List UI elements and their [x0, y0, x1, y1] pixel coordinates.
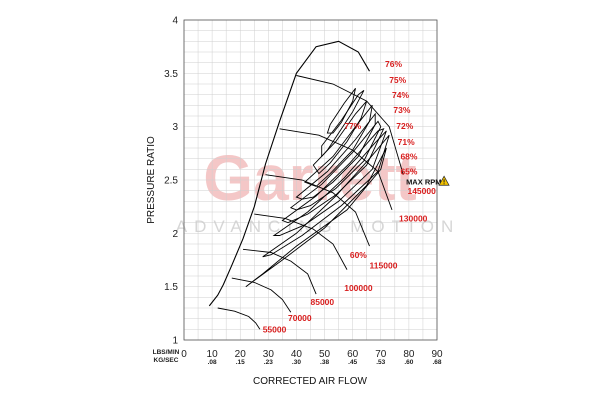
efficiency-island-65: [262, 134, 390, 258]
efficiency-island-76: [321, 90, 365, 158]
y-tick-label: 2: [172, 229, 178, 240]
annotation-label: MAX RPM: [406, 177, 441, 186]
annotation-label: 85000: [311, 297, 335, 307]
annotation-label: 65%: [400, 167, 417, 177]
annotation-label: 74%: [392, 90, 409, 100]
x-tick-label-secondary: .68: [432, 359, 441, 366]
warning-triangle-mark: [443, 179, 445, 183]
annotation-label: 145000: [407, 186, 436, 196]
speed-line-55000: [217, 307, 261, 330]
x-tick-labels: 0 10 20 30 40 50 60 70 80 90 .08 .15 .23 .30 .38 .45 .53…: [181, 349, 443, 366]
annotation-label: 71%: [398, 137, 415, 147]
annotation-label: 100000: [344, 283, 373, 293]
y-tick-label: 1.5: [164, 282, 178, 293]
plot-border: [183, 19, 438, 341]
x-tick-label: 20: [235, 349, 247, 360]
x-tick-label: 0: [181, 349, 187, 360]
annotation-label: 73%: [393, 105, 410, 115]
annotation-label: 115000: [370, 261, 398, 271]
x-tick-label-secondary: .45: [348, 359, 357, 366]
efficiency-island-77: [326, 88, 356, 134]
x-tick-label: 90: [431, 349, 443, 360]
x-tick-label: 10: [207, 349, 219, 360]
speed-line-130000: [279, 128, 393, 211]
efficiency-island-74: [304, 105, 373, 187]
y-tick-label: 4: [172, 16, 178, 27]
efficiency-island-71: [281, 127, 385, 224]
annotation-label: 70000: [288, 313, 312, 323]
x-unit-secondary: KG/SEC: [154, 357, 179, 364]
warning-triangle-icon: [438, 175, 450, 186]
x-tick-label-secondary: .08: [208, 359, 217, 366]
x-axis-title: CORRECTED AIR FLOW: [253, 376, 367, 387]
warning-marker: [438, 175, 450, 186]
annotation-label: 77%: [344, 121, 361, 131]
y-tick-label: 3: [172, 122, 178, 133]
efficiency-islands: [245, 88, 390, 288]
annotation-label: 75%: [389, 75, 406, 85]
speed-line-70000: [231, 277, 292, 313]
y-tick-label: 1: [172, 336, 178, 347]
x-tick-label-secondary: .15: [236, 359, 245, 366]
annotations: 76% 75% 74% 73% 77% 72% 71% 68% 65%MAX RPM145000…: [263, 59, 442, 335]
speed-line-85000: [242, 248, 317, 295]
x-tick-label-secondary: .23: [264, 359, 273, 366]
efficiency-island-72: [289, 120, 382, 211]
annotation-label: 60%: [350, 250, 367, 260]
x-tick-label-secondary: .30: [292, 359, 301, 366]
annotation-label: 76%: [385, 59, 402, 69]
x-unit-primary: LBS/MIN: [153, 349, 180, 356]
speed-line-145000: [296, 75, 404, 175]
y-tick-labels: 1 1.5 2 2.5 3 3.5 4: [164, 16, 178, 347]
y-axis-title: PRESSURE RATIO: [146, 136, 157, 224]
x-tick-label: 50: [319, 349, 331, 360]
efficiency-island-60: [245, 147, 387, 288]
annotation-label: 130000: [399, 214, 428, 224]
speed-line-115000: [265, 174, 370, 247]
x-tick-label-secondary: .53: [376, 359, 385, 366]
surge-line: [208, 40, 370, 307]
x-tick-label: 70: [375, 349, 387, 360]
x-tick-label-secondary: .38: [320, 359, 329, 366]
x-tick-label-secondary: .60: [404, 359, 413, 366]
annotation-label: 55000: [263, 325, 287, 335]
y-tick-label: 3.5: [164, 69, 178, 80]
y-tick-label: 2.5: [164, 176, 178, 187]
annotation-label: 72%: [396, 121, 413, 131]
annotation-label: 68%: [400, 152, 417, 162]
x-tick-label: 60: [347, 349, 359, 360]
efficiency-island-73: [295, 112, 376, 200]
x-tick-label: 40: [291, 349, 303, 360]
warning-triangle-dot: [443, 183, 445, 185]
x-tick-label: 30: [263, 349, 275, 360]
speed-lines: [217, 75, 404, 330]
efficiency-island-75: [312, 100, 368, 175]
x-tick-label: 80: [403, 349, 415, 360]
speed-line-100000: [254, 213, 348, 270]
plot-frame: [183, 19, 438, 341]
surge-line-path: [208, 40, 370, 307]
